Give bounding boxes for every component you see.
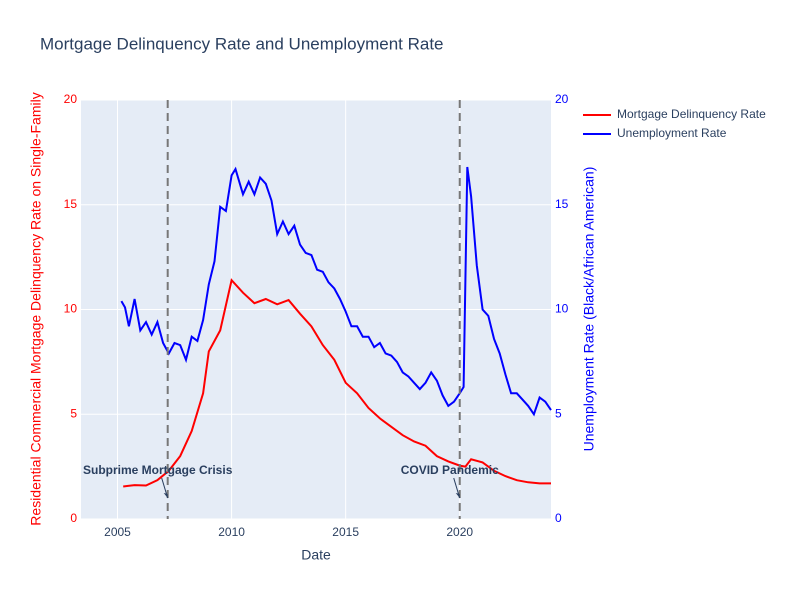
y2-tick-label: 5	[555, 406, 562, 420]
y-tick-label: 20	[64, 92, 78, 106]
annotation-text: Subprime Mortgage Crisis	[83, 463, 233, 477]
series-line	[123, 278, 551, 488]
y-tick-label: 15	[64, 197, 78, 211]
y2-tick-label: 15	[555, 197, 569, 211]
y-tick-label: 5	[70, 406, 77, 420]
y2-tick-label: 0	[555, 511, 562, 525]
y2-tick-label: 10	[555, 302, 569, 316]
y2-axis-title: Unemployment Rate (Black/African America…	[581, 167, 597, 452]
y2-tick-label: 20	[555, 92, 569, 106]
series-line	[120, 166, 552, 417]
legend-label: Unemployment Rate	[617, 126, 727, 140]
y-tick-label: 0	[70, 511, 77, 525]
annotation-arrowhead	[163, 493, 168, 499]
x-tick-label: 2015	[332, 525, 359, 539]
x-tick-label: 2005	[104, 525, 131, 539]
annotation-text: COVID Pandemic	[401, 463, 499, 477]
x-tick-label: 2020	[446, 525, 473, 539]
annotation-arrowhead	[455, 493, 460, 499]
legend-label: Mortgage Delinquency Rate	[617, 107, 766, 121]
x-tick-label: 2010	[218, 525, 245, 539]
y-tick-label: 10	[64, 302, 78, 316]
x-axis-title: Date	[301, 547, 331, 563]
chart-title: Mortgage Delinquency Rate and Unemployme…	[40, 34, 444, 53]
y-axis-title: Residential Commercial Mortgage Delinque…	[28, 92, 44, 525]
